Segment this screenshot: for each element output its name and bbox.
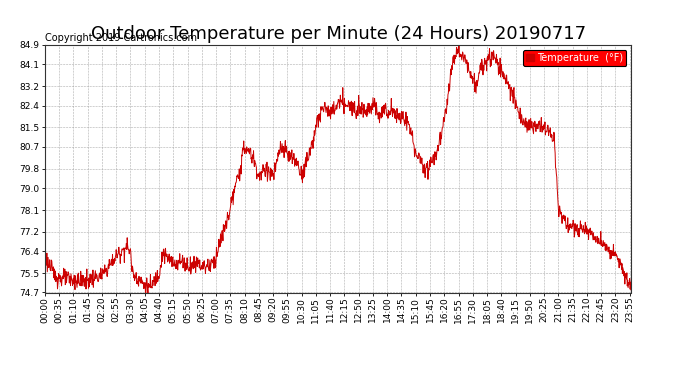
Text: Copyright 2019 Cartronics.com: Copyright 2019 Cartronics.com (45, 33, 197, 42)
Legend: Temperature  (°F): Temperature (°F) (523, 50, 627, 66)
Title: Outdoor Temperature per Minute (24 Hours) 20190717: Outdoor Temperature per Minute (24 Hours… (90, 26, 586, 44)
